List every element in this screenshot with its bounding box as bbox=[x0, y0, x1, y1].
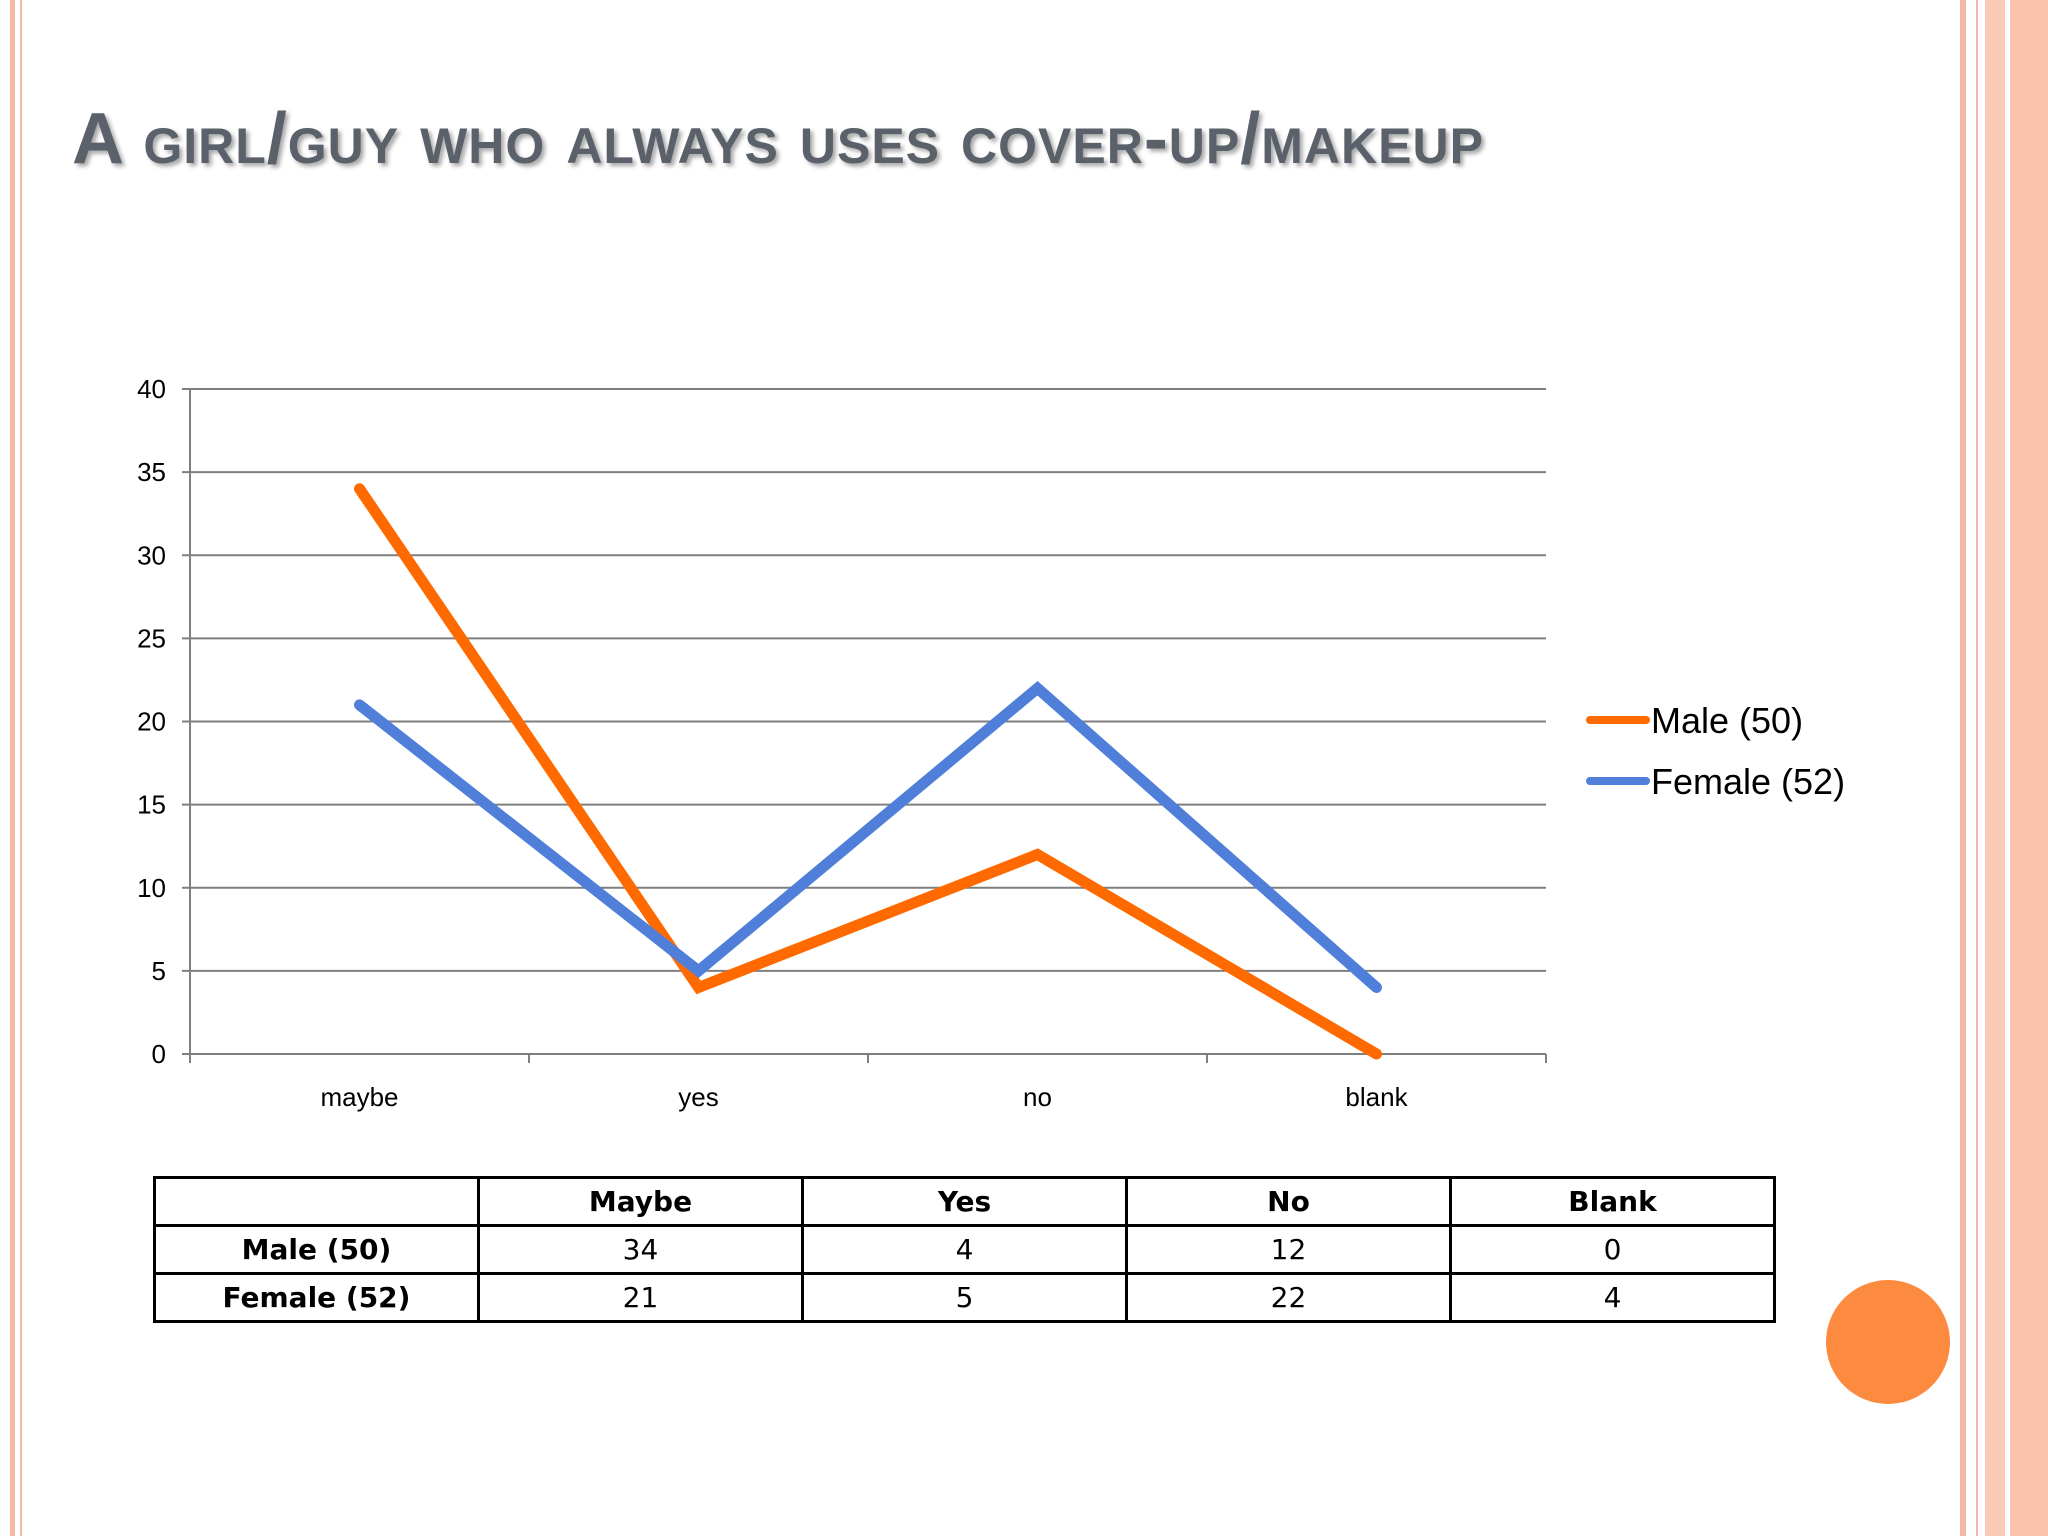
table-header-maybe: Maybe bbox=[477, 1176, 804, 1227]
table-cell: 22 bbox=[1125, 1272, 1452, 1323]
y-tick-label: 10 bbox=[137, 873, 166, 903]
x-tick-label: maybe bbox=[320, 1082, 398, 1112]
left-border-thin-stripe bbox=[20, 0, 22, 1536]
table-cell: 4 bbox=[1449, 1272, 1776, 1323]
data-table: Maybe Yes No Blank Male (50) 34 4 12 0 F… bbox=[153, 1176, 1776, 1323]
chart-axes bbox=[189, 389, 1547, 1063]
y-tick-label: 35 bbox=[137, 457, 166, 487]
table-row-label: Male (50) bbox=[153, 1224, 480, 1275]
y-tick-label: 40 bbox=[137, 374, 166, 404]
x-axis-tick-labels: maybe yes no blank bbox=[320, 1082, 1408, 1112]
series-line-female bbox=[354, 681, 1382, 993]
x-tick-label: blank bbox=[1345, 1082, 1408, 1112]
table-cell: 21 bbox=[477, 1272, 804, 1323]
table-cell: 0 bbox=[1449, 1224, 1776, 1275]
table-header-corner bbox=[153, 1176, 480, 1227]
y-tick-label: 30 bbox=[137, 540, 166, 570]
x-tick-label: no bbox=[1023, 1082, 1052, 1112]
table-header-row: Maybe Yes No Blank bbox=[153, 1176, 1776, 1227]
chart-legend: Male (50) Female (52) bbox=[1586, 700, 1845, 802]
line-chart: 0 5 10 15 20 25 30 35 40 maybe yes no blank Male (5… bbox=[137, 374, 1845, 1112]
table-cell: 4 bbox=[801, 1224, 1128, 1275]
table-header-no: No bbox=[1125, 1176, 1452, 1227]
decorative-orange-circle bbox=[1826, 1280, 1950, 1404]
table-row-label: Female (52) bbox=[153, 1272, 480, 1323]
x-tick-label: yes bbox=[678, 1082, 718, 1112]
table-header-blank: Blank bbox=[1449, 1176, 1776, 1227]
slide-title: A girl/guy who always uses cover-up/make… bbox=[72, 99, 1484, 179]
left-border-stripe bbox=[10, 0, 15, 1536]
y-tick-label: 5 bbox=[152, 956, 166, 986]
legend-label: Female (52) bbox=[1651, 761, 1845, 802]
legend-label: Male (50) bbox=[1651, 700, 1803, 741]
y-tick-label: 20 bbox=[137, 707, 166, 737]
series-line-male bbox=[354, 483, 1382, 1060]
table-cell: 34 bbox=[477, 1224, 804, 1275]
table-header-yes: Yes bbox=[801, 1176, 1128, 1227]
y-tick-label: 15 bbox=[137, 790, 166, 820]
right-border-wide-band bbox=[2010, 0, 2048, 1536]
y-tick-label: 25 bbox=[137, 623, 166, 653]
table-row: Female (52) 21 5 22 4 bbox=[153, 1272, 1776, 1323]
right-border-stripe bbox=[1960, 0, 1966, 1536]
right-border-band bbox=[1985, 0, 2005, 1536]
right-border-thin-stripe bbox=[1976, 0, 1978, 1536]
table-cell: 5 bbox=[801, 1272, 1128, 1323]
y-tick-label: 0 bbox=[152, 1039, 166, 1069]
table-row: Male (50) 34 4 12 0 bbox=[153, 1224, 1776, 1275]
chart-series bbox=[354, 483, 1382, 1060]
y-axis-tick-labels: 0 5 10 15 20 25 30 35 40 bbox=[137, 374, 166, 1069]
table-cell: 12 bbox=[1125, 1224, 1452, 1275]
